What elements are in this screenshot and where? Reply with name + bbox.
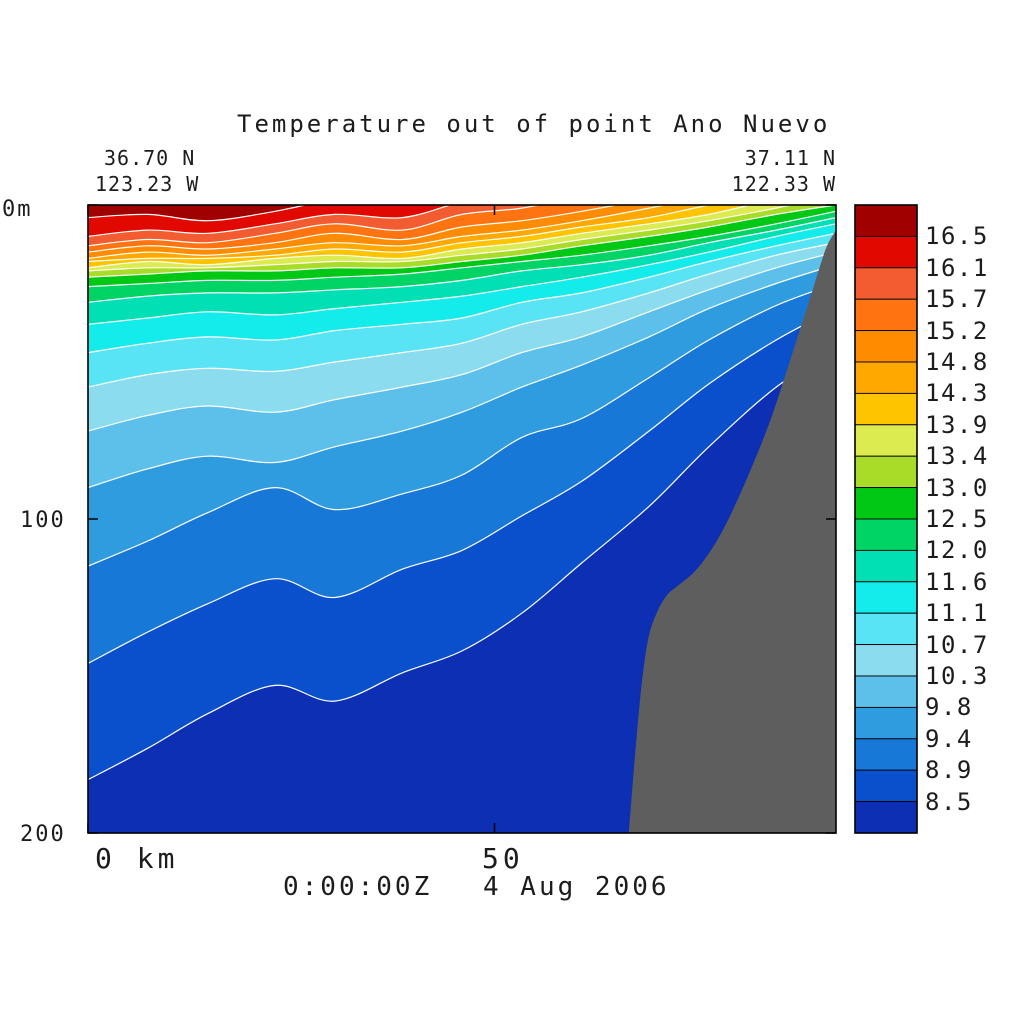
colorbar-cell <box>854 581 918 614</box>
isotherm-line <box>88 205 668 259</box>
left-longitude-label: 123.23 W <box>95 172 200 196</box>
isotherm-line <box>88 264 836 489</box>
colorbar-label: 10.7 <box>925 630 989 659</box>
colorbar-label: 15.7 <box>925 285 989 314</box>
isotherm-line <box>88 205 453 237</box>
colorbar-label: 14.8 <box>925 348 989 376</box>
colorbar-cell <box>854 769 918 803</box>
y-axis-tick-label-100m: 100 <box>20 508 66 533</box>
colorbar-cell <box>854 675 918 708</box>
plot-title: Temperature out of point Ano Nuevo <box>237 110 831 138</box>
colorbar-cell <box>854 612 918 646</box>
colorbar-label: 12.0 <box>925 536 989 565</box>
colorbar-label: 9.8 <box>925 693 973 722</box>
colorbar-label: 16.1 <box>925 253 989 282</box>
isotherm-line <box>88 205 712 263</box>
colorbar-label: 8.5 <box>925 787 973 816</box>
x-axis-tick-label-50km: 50 <box>482 842 524 875</box>
isotherm-line <box>88 205 620 253</box>
isotherm-line <box>88 308 836 664</box>
isotherm-line <box>88 223 836 325</box>
colorbar-cell <box>854 801 918 834</box>
colorbar-label: 13.0 <box>925 473 989 502</box>
colorbar-label: 12.5 <box>925 505 989 533</box>
isotherm-line <box>88 232 836 354</box>
y-axis-tick-label-0m: 0m <box>2 197 33 222</box>
colorbar-cell <box>854 204 918 237</box>
colorbar-label: 8.9 <box>925 756 973 785</box>
colorbar-cell <box>854 267 918 300</box>
isotherm-line <box>88 282 836 567</box>
colorbar-cell <box>854 424 918 457</box>
colorbar-cell <box>854 392 918 426</box>
colorbar-label: 10.3 <box>925 662 989 690</box>
colorbar-cell <box>854 644 918 677</box>
contour-field <box>88 205 836 833</box>
colorbar-label: 15.2 <box>925 316 989 345</box>
colorbar-cell <box>854 549 918 583</box>
isotherm-lines <box>88 205 836 781</box>
colorbar-cell <box>854 738 918 771</box>
isotherm-line <box>88 210 836 288</box>
colorbar-cell <box>854 455 918 489</box>
contour-band <box>88 205 305 221</box>
colorbar-label: 16.5 <box>925 222 989 251</box>
colorbar-label: 11.1 <box>925 599 989 628</box>
colorbar-label: 11.6 <box>925 567 989 596</box>
colorbar-cell <box>854 298 918 332</box>
y-axis-tick-label-200m: 200 <box>20 822 66 847</box>
colorbar-label: 14.3 <box>925 379 989 408</box>
colorbar-label: 13.4 <box>925 442 989 471</box>
colorbar-cell <box>854 235 918 269</box>
isotherm-line <box>88 205 836 278</box>
colorbar-frame <box>854 204 918 834</box>
colorbar-cell <box>854 330 918 363</box>
colorbar-label: 9.4 <box>925 724 973 753</box>
colorbar-cell <box>854 706 918 740</box>
colorbar-label: 13.9 <box>925 410 989 439</box>
valid-time-label: 0:00:00Z <box>283 872 433 902</box>
right-latitude-label: 37.11 N <box>744 146 836 170</box>
isotherm-line <box>88 348 836 781</box>
colorbar <box>854 204 918 834</box>
x-axis-tick-label-0km: 0 km <box>95 842 179 875</box>
valid-date-label: 4 Aug 2006 <box>483 872 670 902</box>
isotherm-line <box>88 242 836 388</box>
colorbar-cell <box>854 518 918 551</box>
left-latitude-label: 36.70 N <box>104 146 196 170</box>
isotherm-line <box>88 205 308 222</box>
isotherm-line <box>88 217 836 303</box>
isotherm-line <box>88 205 542 247</box>
seafloor-mask <box>628 230 836 833</box>
colorbar-cell <box>854 487 918 520</box>
right-longitude-label: 122.33 W <box>731 172 836 196</box>
isotherm-line <box>88 205 795 272</box>
isotherm-line <box>88 251 836 432</box>
isotherm-line <box>88 205 753 269</box>
colorbar-cell <box>854 361 918 394</box>
